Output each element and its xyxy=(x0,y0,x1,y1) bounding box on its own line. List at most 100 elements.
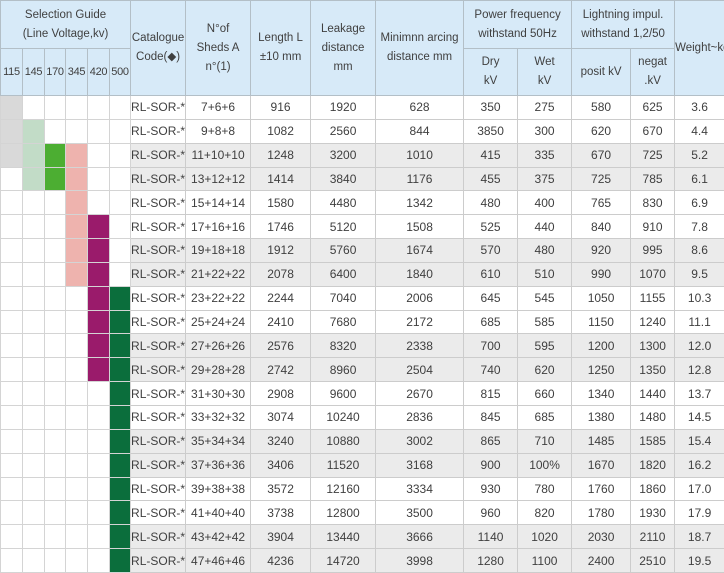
table-row: RL-SOR-* 47+46+46 4236 14720 3998 1280 1100 240… xyxy=(0,548,724,573)
cell-weight: 16.2 xyxy=(674,452,724,478)
cell-negat: 785 xyxy=(630,166,676,192)
cell-negat: 1585 xyxy=(630,428,676,454)
voltage-empty-cell xyxy=(87,166,110,192)
cell-wet: 820 xyxy=(517,500,573,526)
voltage-mark-cell xyxy=(65,142,88,168)
cell-length: 4236 xyxy=(250,548,312,573)
voltage-empty-cell xyxy=(22,95,45,120)
cell-posit: 765 xyxy=(571,190,632,216)
cell-arcing: 2338 xyxy=(375,333,465,359)
cell-code: RL-SOR-* xyxy=(130,142,187,168)
cell-negat: 1300 xyxy=(630,333,676,359)
cell-posit: 670 xyxy=(571,142,632,168)
cell-leakage: 3200 xyxy=(310,142,377,168)
cell-dry: 570 xyxy=(463,238,519,263)
cell-code: RL-SOR-* xyxy=(130,452,187,478)
cell-weight: 4.4 xyxy=(674,118,724,144)
cell-weight: 5.2 xyxy=(674,142,724,168)
cell-length: 1414 xyxy=(250,166,312,192)
cell-weight: 15.4 xyxy=(674,428,724,454)
voltage-empty-cell xyxy=(22,190,45,216)
cell-leakage: 13440 xyxy=(310,524,377,550)
cell-length: 3904 xyxy=(250,524,312,550)
cell-leakage: 7040 xyxy=(310,285,377,311)
table-row: RL-SOR-* 31+30+30 2908 9600 2670 815 660 1340 14… xyxy=(0,381,724,406)
cell-code: RL-SOR-* xyxy=(130,190,187,216)
voltage-empty-cell xyxy=(0,381,23,406)
cell-weight: 11.1 xyxy=(674,309,724,335)
cell-arcing: 3002 xyxy=(375,428,465,454)
voltage-mark-cell xyxy=(108,524,132,550)
voltage-empty-cell xyxy=(65,118,88,144)
col-header-arcing: Minimnn arcing distance mm xyxy=(375,0,465,96)
voltage-empty-cell xyxy=(44,500,66,526)
voltage-mark-cell xyxy=(108,285,132,311)
cell-sheds: 9+8+8 xyxy=(185,118,252,144)
cell-posit: 1485 xyxy=(571,428,632,454)
cell-leakage: 8960 xyxy=(310,357,377,383)
table-row: RL-SOR-* 17+16+16 1746 5120 1508 525 440 840 910… xyxy=(0,214,724,240)
cell-code: RL-SOR-* xyxy=(130,309,187,335)
cell-sheds: 33+32+32 xyxy=(185,404,252,430)
table-row: RL-SOR-* 13+12+12 1414 3840 1176 455 375 725 785… xyxy=(0,166,724,192)
selection-guide-header: Selection Guide (Line Voltage,kv) xyxy=(0,0,132,49)
voltage-mark-cell xyxy=(108,548,132,573)
voltage-header-500: 500 xyxy=(108,48,132,96)
cell-arcing: 3168 xyxy=(375,452,465,478)
cell-negat: 995 xyxy=(630,238,676,263)
cell-dry: 455 xyxy=(463,166,519,192)
cell-leakage: 8320 xyxy=(310,333,377,359)
voltage-empty-cell xyxy=(108,261,132,287)
voltage-empty-cell xyxy=(0,428,23,454)
cell-code: RL-SOR-* xyxy=(130,476,187,502)
cell-sheds: 37+36+36 xyxy=(185,452,252,478)
cell-posit: 620 xyxy=(571,118,632,144)
cell-arcing: 1010 xyxy=(375,142,465,168)
cell-negat: 1480 xyxy=(630,404,676,430)
cell-negat: 1820 xyxy=(630,452,676,478)
voltage-empty-cell xyxy=(0,524,23,550)
voltage-empty-cell xyxy=(108,214,132,240)
cell-dry: 930 xyxy=(463,476,519,502)
voltage-mark-cell xyxy=(22,118,45,144)
voltage-mark-cell xyxy=(108,357,132,383)
cell-weight: 6.9 xyxy=(674,190,724,216)
voltage-header-145: 145 xyxy=(22,48,45,96)
voltage-mark-cell xyxy=(87,309,110,335)
cell-posit: 990 xyxy=(571,261,632,287)
cell-wet: 595 xyxy=(517,333,573,359)
voltage-empty-cell xyxy=(22,548,45,573)
cell-wet: 275 xyxy=(517,95,573,120)
cell-wet: 780 xyxy=(517,476,573,502)
voltage-empty-cell xyxy=(22,309,45,335)
voltage-empty-cell xyxy=(22,381,45,406)
table-header: Selection Guide (Line Voltage,kv) Catalo… xyxy=(0,0,724,96)
cell-posit: 2400 xyxy=(571,548,632,573)
cell-length: 1082 xyxy=(250,118,312,144)
voltage-empty-cell xyxy=(0,333,23,359)
cell-length: 916 xyxy=(250,95,312,120)
voltage-empty-cell xyxy=(22,428,45,454)
cell-leakage: 6400 xyxy=(310,261,377,287)
cell-code: RL-SOR-* xyxy=(130,261,187,287)
cell-dry: 350 xyxy=(463,95,519,120)
voltage-mark-cell xyxy=(87,333,110,359)
cell-negat: 1440 xyxy=(630,381,676,406)
cell-code: RL-SOR-* xyxy=(130,95,187,120)
table-row: RL-SOR-* 11+10+10 1248 3200 1010 415 335 670 725… xyxy=(0,142,724,168)
voltage-empty-cell xyxy=(22,357,45,383)
voltage-empty-cell xyxy=(87,524,110,550)
cell-negat: 1155 xyxy=(630,285,676,311)
voltage-mark-cell xyxy=(44,142,66,168)
table-row: RL-SOR-* 35+34+34 3240 10880 3002 865 710 1485 1… xyxy=(0,428,724,454)
voltage-mark-cell xyxy=(0,118,23,144)
cell-leakage: 14720 xyxy=(310,548,377,573)
voltage-mark-cell xyxy=(108,381,132,406)
voltage-mark-cell xyxy=(0,142,23,168)
voltage-mark-cell xyxy=(65,238,88,263)
voltage-header-115: 115 xyxy=(0,48,23,96)
voltage-empty-cell xyxy=(87,548,110,573)
cell-arcing: 2172 xyxy=(375,309,465,335)
voltage-empty-cell xyxy=(65,428,88,454)
voltage-mark-cell xyxy=(65,190,88,216)
